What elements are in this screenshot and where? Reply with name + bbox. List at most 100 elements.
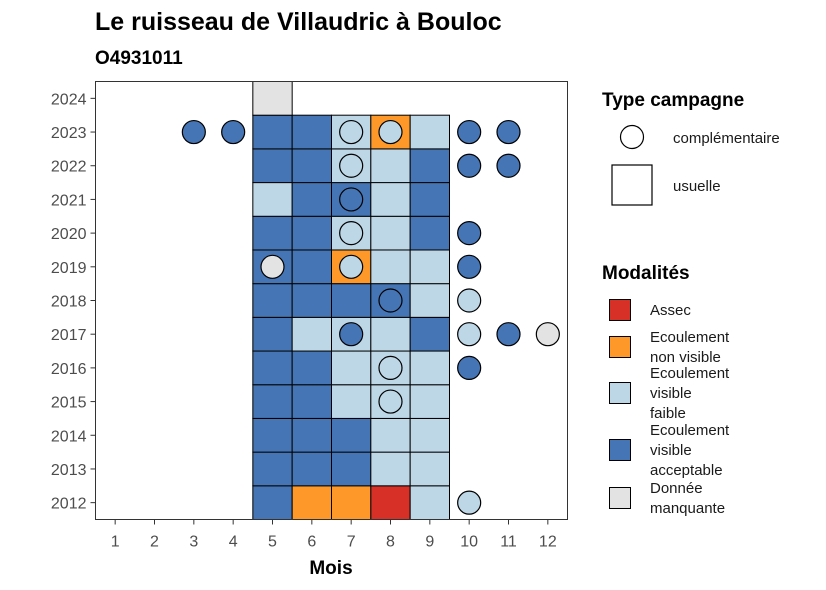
y-tick-label-2016: 2016: [51, 361, 87, 378]
point-2022-11: [496, 153, 521, 178]
point-2020-7: [339, 221, 364, 246]
cell-2012-8: [370, 485, 411, 520]
y-tick-label-2015: 2015: [51, 395, 87, 412]
cell-2020-6: [291, 215, 332, 251]
point-2018-8: [378, 288, 403, 313]
y-tick-label-2018: 2018: [51, 294, 87, 311]
cell-2013-8: [370, 451, 411, 487]
point-2023-7: [339, 119, 364, 145]
cell-2018-6: [291, 283, 332, 318]
point-2017-10: [457, 322, 482, 347]
point-2019-7: [339, 254, 364, 279]
legend-usuelle-label: usuelle: [673, 178, 721, 195]
y-tick-label-2019: 2019: [51, 260, 87, 277]
cell-2024-5: [252, 81, 293, 116]
cell-2014-8: [370, 417, 411, 453]
axes: 1 2 3 4 5 6 7 8 9 10 11 122012201320142015201620172…: [51, 91, 557, 550]
legend-campagne-title: Type campagne: [602, 90, 744, 111]
cell-2013-5: [252, 451, 293, 487]
cell-2014-6: [291, 417, 332, 453]
y-tick-label-2024: 2024: [51, 91, 87, 108]
cell-2016-7: [331, 350, 372, 386]
cell-2016-6: [291, 350, 332, 386]
cell-2015-9: [409, 384, 450, 419]
cell-2018-9: [409, 283, 450, 318]
point-2019-10: [457, 254, 482, 279]
point-2021-7: [339, 187, 364, 212]
complementaire-points: [181, 119, 560, 515]
cell-2014-7: [331, 417, 372, 453]
point-2023-11: [496, 119, 521, 145]
point-2017-11: [496, 322, 521, 347]
point-2023-8: [378, 119, 403, 145]
cell-2022-5: [252, 148, 293, 184]
usuelle-cells: [252, 81, 450, 520]
legend-label-non_visible: Ecoulement non visible: [650, 329, 730, 366]
x-tick-label-1: 1: [111, 534, 120, 551]
cell-2020-5: [252, 215, 293, 251]
cell-2020-9: [409, 215, 450, 251]
legend-key-non_visible: [609, 336, 631, 358]
point-2012-10: [457, 490, 482, 515]
y-tick-label-2021: 2021: [51, 192, 87, 209]
cell-2017-8: [370, 316, 411, 352]
x-axis-title: Mois: [309, 558, 352, 579]
x-tick-label-11: 11: [500, 534, 517, 551]
cell-2022-6: [291, 148, 332, 184]
cell-2021-8: [370, 182, 411, 217]
cell-2013-9: [409, 451, 450, 487]
cell-2017-9: [409, 316, 450, 352]
cell-2016-9: [409, 350, 450, 386]
x-tick-label-4: 4: [229, 534, 238, 551]
y-tick-label-2013: 2013: [51, 462, 87, 479]
cell-2012-5: [252, 485, 293, 520]
cell-2015-5: [252, 384, 293, 419]
cell-2021-9: [409, 182, 450, 217]
cell-2017-6: [291, 316, 332, 352]
point-2018-10: [457, 288, 482, 313]
legend-usuelle-symbol: [611, 164, 653, 206]
cell-2021-5: [252, 182, 293, 217]
x-tick-label-6: 6: [307, 534, 316, 551]
point-2023-10: [457, 119, 482, 145]
point-2016-8: [378, 355, 403, 380]
chart-subtitle: O4931011: [95, 48, 183, 69]
chart-title: Le ruisseau de Villaudric à Bouloc: [95, 8, 502, 36]
point-2023-3: [181, 119, 206, 145]
y-tick-label-2023: 2023: [51, 125, 87, 142]
y-tick-label-2022: 2022: [51, 159, 87, 176]
x-tick-label-8: 8: [386, 534, 395, 551]
cell-2023-5: [252, 114, 293, 150]
legend-label-manquante: Donnée manquante: [650, 480, 725, 517]
cell-2017-5: [252, 316, 293, 352]
legend-key-acceptable: [609, 439, 631, 461]
x-tick-label-9: 9: [425, 534, 434, 551]
cell-2016-5: [252, 350, 293, 386]
x-tick-label-2: 2: [150, 534, 159, 551]
cell-2019-6: [291, 249, 332, 285]
legend-label-assec: Assec: [650, 302, 691, 319]
cell-2023-6: [291, 114, 332, 150]
y-tick-label-2020: 2020: [51, 226, 87, 243]
point-2015-8: [378, 389, 403, 414]
cell-2015-7: [331, 384, 372, 419]
x-tick-label-10: 10: [460, 534, 478, 551]
cell-2018-5: [252, 283, 293, 318]
cell-2015-6: [291, 384, 332, 419]
cell-2012-9: [409, 485, 450, 520]
x-tick-label-7: 7: [347, 534, 356, 551]
x-tick-label-12: 12: [539, 534, 557, 551]
point-2016-10: [457, 355, 482, 380]
legend-complementaire-label: complémentaire: [673, 130, 780, 147]
cell-2023-9: [409, 114, 450, 150]
x-tick-label-3: 3: [189, 534, 198, 551]
cell-2012-6: [291, 485, 332, 520]
cell-2013-7: [331, 451, 372, 487]
cell-2021-6: [291, 182, 332, 217]
point-2017-12: [535, 322, 560, 347]
cell-2020-8: [370, 215, 411, 251]
legend-key-assec: [609, 299, 631, 321]
point-2022-7: [339, 153, 364, 178]
